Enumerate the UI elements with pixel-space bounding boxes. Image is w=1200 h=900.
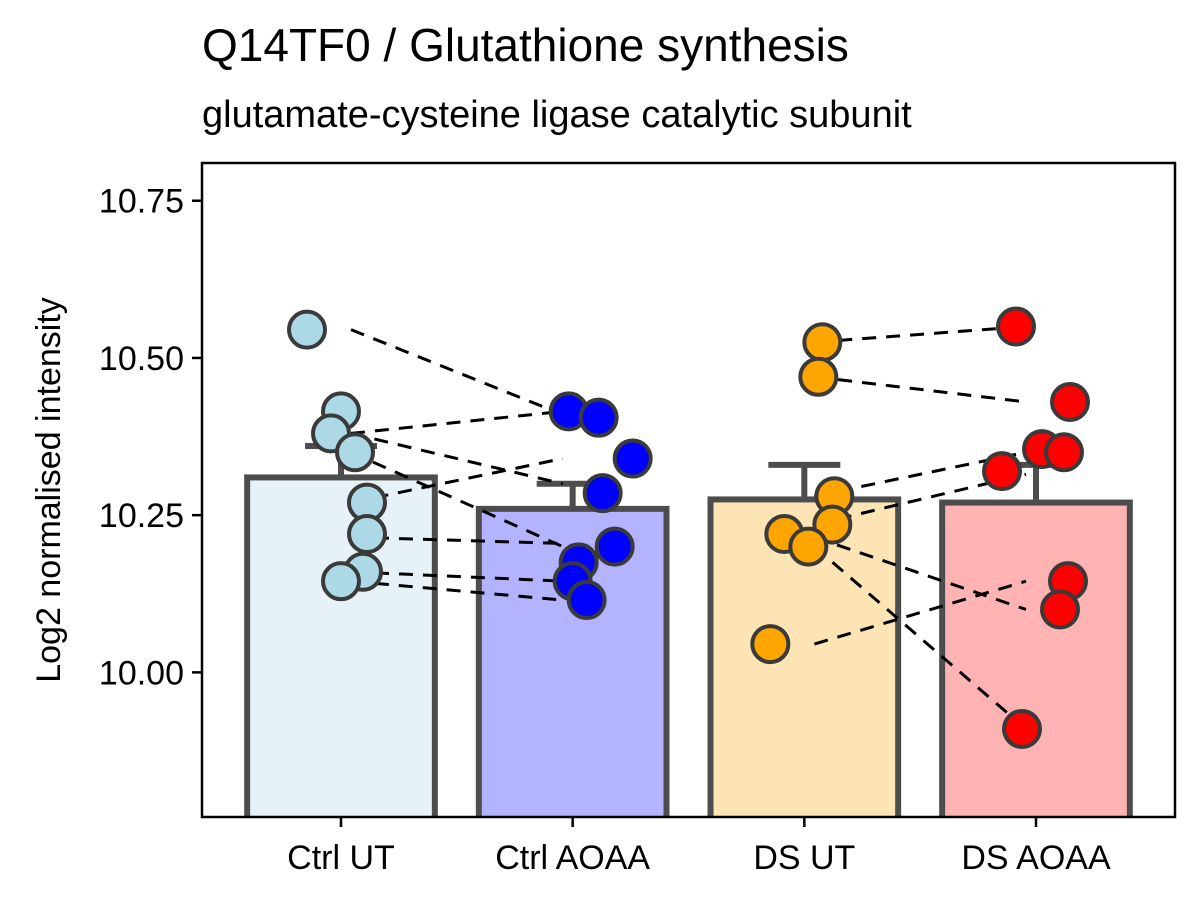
data-point bbox=[612, 438, 653, 479]
bar bbox=[244, 474, 438, 860]
data-point bbox=[594, 526, 635, 567]
y-axis-label: Log2 normalised intensity bbox=[30, 297, 68, 683]
x-tick-label: Ctrl AOAA bbox=[495, 839, 650, 877]
y-tick-label: 10.75 bbox=[99, 183, 184, 221]
pair-line bbox=[813, 535, 1027, 611]
data-point bbox=[1002, 708, 1042, 749]
data-point bbox=[996, 306, 1036, 347]
data-point bbox=[1050, 381, 1090, 422]
data-point bbox=[578, 397, 619, 438]
pair-line bbox=[350, 579, 563, 602]
data-point bbox=[347, 514, 387, 555]
pair-line bbox=[814, 325, 1027, 344]
x-tick-label: DS AOAA bbox=[961, 839, 1111, 877]
bars-layer bbox=[244, 474, 1133, 860]
data-point bbox=[582, 473, 623, 514]
chart-title: Q14TF0 / Glutathione synthesis bbox=[202, 19, 849, 71]
pair-line bbox=[350, 431, 564, 486]
data-point bbox=[1040, 589, 1080, 630]
points-layer bbox=[287, 306, 1090, 749]
y-tick-label: 10.25 bbox=[99, 497, 184, 535]
x-tick-label: Ctrl UT bbox=[287, 839, 395, 877]
data-point bbox=[788, 526, 829, 567]
data-point bbox=[750, 624, 791, 665]
x-tick-label: DS UT bbox=[753, 839, 855, 877]
pair-line bbox=[350, 457, 563, 505]
data-point bbox=[982, 451, 1022, 492]
data-point bbox=[321, 561, 361, 602]
pair-line bbox=[350, 570, 563, 583]
data-point bbox=[1044, 432, 1084, 473]
chart-subtitle: glutamate-cysteine ligase catalytic subu… bbox=[202, 94, 912, 136]
pair-line bbox=[350, 450, 564, 548]
y-tick-label: 10.50 bbox=[99, 340, 184, 378]
bottom-mask bbox=[0, 817, 1200, 900]
data-point bbox=[335, 432, 375, 473]
axes-layer: 10.00 10.25 10.50 10.75 Ctrl UT Ctrl AOAA DS U… bbox=[0, 161, 1200, 900]
y-tick-label: 10.00 bbox=[99, 654, 184, 692]
plot-frame bbox=[200, 161, 1177, 819]
data-point bbox=[798, 356, 839, 397]
data-point bbox=[566, 580, 607, 621]
pair-line bbox=[350, 409, 563, 435]
data-point bbox=[287, 309, 327, 350]
data-point bbox=[802, 322, 843, 363]
pair-line bbox=[814, 375, 1027, 404]
pair-line bbox=[813, 579, 1027, 646]
